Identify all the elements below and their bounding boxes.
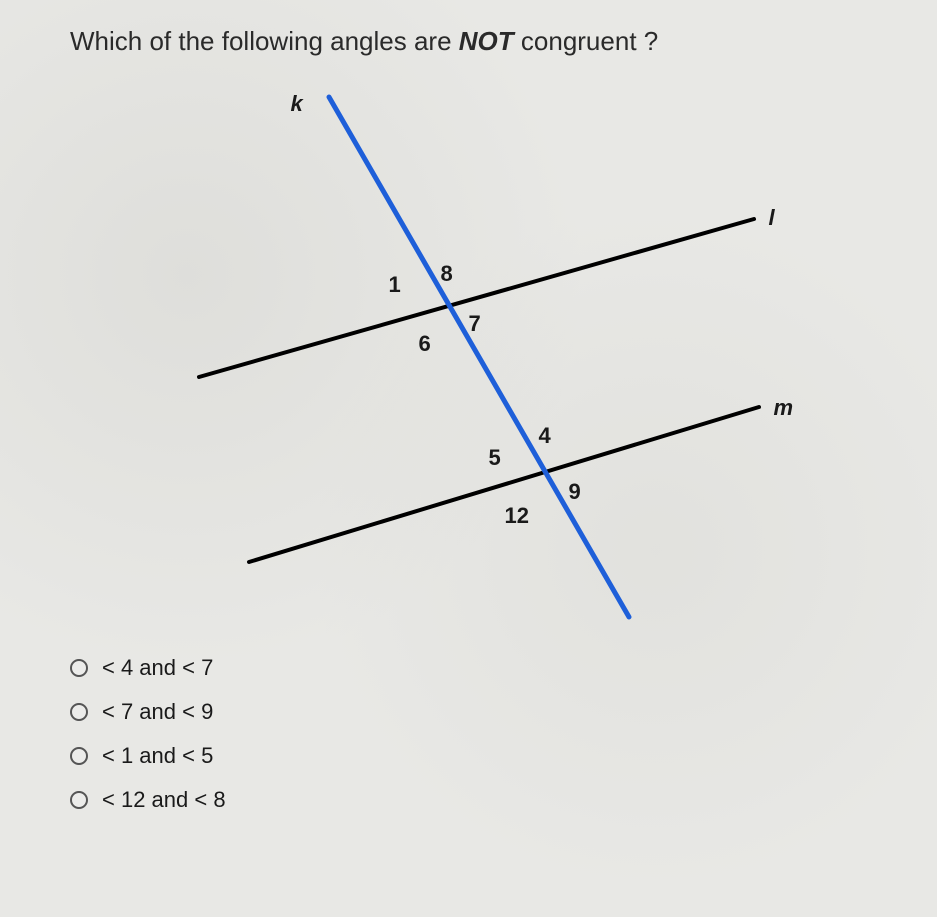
line-label-m: m [774, 395, 794, 421]
angle-label-1: 1 [389, 272, 401, 298]
answer-option-3[interactable]: < 12 and < 8 [70, 787, 907, 813]
answer-list: < 4 and < 7 < 7 and < 9 < 1 and < 5 < 12… [70, 655, 907, 813]
answer-label: < 4 and < 7 [102, 655, 213, 681]
angle-label-4: 4 [539, 423, 551, 449]
answer-label: < 1 and < 5 [102, 743, 213, 769]
diagram-svg [119, 77, 819, 637]
angle-label-8: 8 [441, 261, 453, 287]
answer-label: < 7 and < 9 [102, 699, 213, 725]
line-label-l: l [769, 205, 775, 231]
angle-label-12: 12 [505, 503, 529, 529]
question-suffix: congruent ? [514, 26, 659, 56]
radio-icon [70, 703, 88, 721]
radio-icon [70, 747, 88, 765]
radio-icon [70, 659, 88, 677]
answer-option-2[interactable]: < 1 and < 5 [70, 743, 907, 769]
angle-label-9: 9 [569, 479, 581, 505]
radio-icon [70, 791, 88, 809]
line-m [249, 407, 759, 562]
answer-option-0[interactable]: < 4 and < 7 [70, 655, 907, 681]
line-k [329, 97, 629, 617]
angle-diagram: k l m 1 8 6 7 5 4 12 9 [119, 77, 819, 637]
line-label-k: k [291, 91, 303, 117]
angle-label-7: 7 [469, 311, 481, 337]
answer-label: < 12 and < 8 [102, 787, 226, 813]
angle-label-6: 6 [419, 331, 431, 357]
question-prefix: Which of the following angles are [70, 26, 459, 56]
answer-option-1[interactable]: < 7 and < 9 [70, 699, 907, 725]
angle-label-5: 5 [489, 445, 501, 471]
question-emphasis: NOT [459, 26, 514, 56]
question-text: Which of the following angles are NOT co… [70, 26, 907, 57]
